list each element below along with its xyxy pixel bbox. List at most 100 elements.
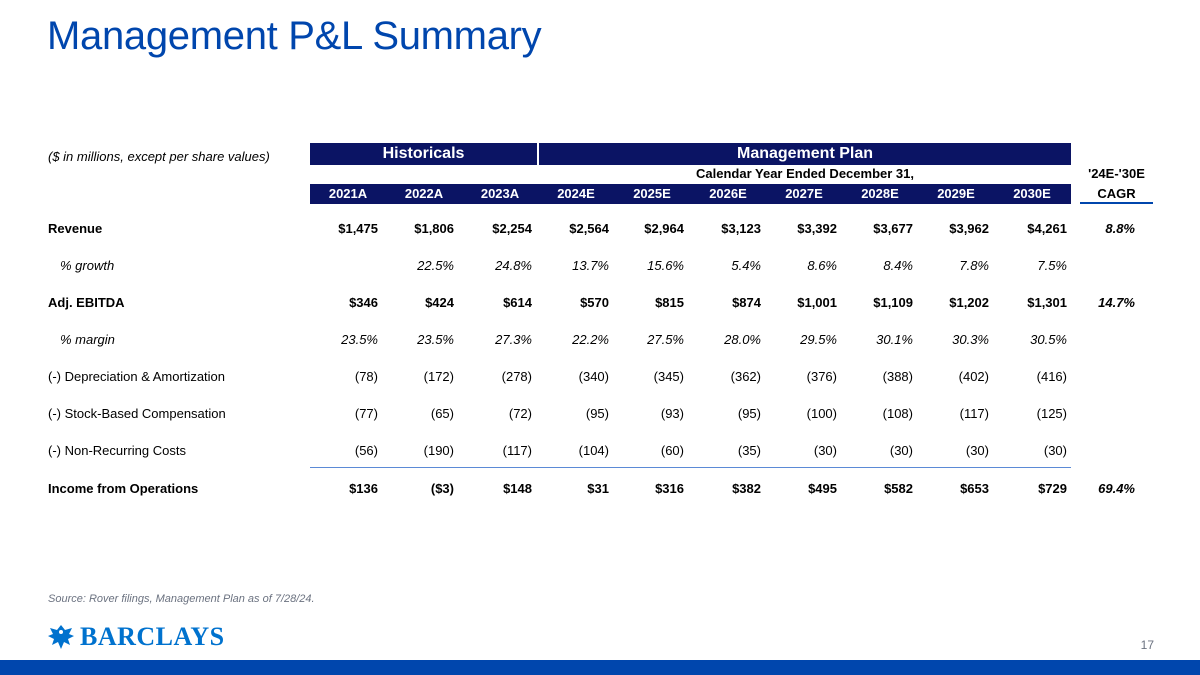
table-cell: $1,806 — [414, 221, 454, 236]
table-cell: (125) — [1036, 406, 1067, 421]
table-cell: 29.5% — [800, 332, 837, 347]
table-cell: 8.6% — [807, 258, 837, 273]
table-cell: (56) — [354, 443, 378, 458]
table-cell: $3,677 — [873, 221, 913, 236]
table-cell: 30.1% — [876, 332, 913, 347]
year-header: 2029E — [937, 186, 975, 201]
cagr-period-header: '24E-'30E — [1088, 166, 1145, 181]
table-cell: (278) — [501, 369, 532, 384]
table-cell: 24.8% — [495, 258, 532, 273]
total-divider — [310, 467, 1071, 468]
table-cell: 27.3% — [495, 332, 532, 347]
table-cell: $582 — [884, 481, 913, 496]
table-cell: (30) — [813, 443, 837, 458]
table-cell: (78) — [354, 369, 378, 384]
table-cell: $1,475 — [338, 221, 378, 236]
calendar-year-header: Calendar Year Ended December 31, — [696, 166, 914, 181]
table-cell: 28.0% — [724, 332, 761, 347]
table-cell: 30.3% — [952, 332, 989, 347]
table-cell: (30) — [889, 443, 913, 458]
table-cell: (30) — [965, 443, 989, 458]
table-cell: $148 — [503, 481, 532, 496]
row-label: Income from Operations — [48, 481, 199, 496]
table-cell: (30) — [1043, 443, 1067, 458]
table-cell: (388) — [882, 369, 913, 384]
table-cell: 22.2% — [572, 332, 609, 347]
table-cell: 23.5% — [417, 332, 454, 347]
row-label: (-) Depreciation & Amortization — [48, 369, 226, 384]
footer-bar — [0, 660, 1200, 675]
year-header: 2022A — [404, 186, 444, 201]
table-cell: (93) — [660, 406, 684, 421]
row-label: % growth — [60, 258, 115, 273]
table-row: Revenue $1,475 $1,806 $2,254 $2,564 $2,964 $3,… — [0, 219, 1200, 239]
page-number: 17 — [1140, 638, 1154, 652]
table-cell: 27.5% — [647, 332, 684, 347]
table-cell: (65) — [430, 406, 454, 421]
cagr-header: CAGR — [1080, 184, 1153, 204]
table-cell: $1,202 — [949, 295, 989, 310]
table-cell: $495 — [808, 481, 837, 496]
table-row: % margin 23.5% 23.5% 27.3% 22.2% 27.5% 28.0% 29… — [0, 330, 1200, 350]
table-cell: (77) — [354, 406, 378, 421]
table-cell: 22.5% — [417, 258, 454, 273]
table-cell: (190) — [423, 443, 454, 458]
table-cell: $3,392 — [797, 221, 837, 236]
table-cell: $2,964 — [644, 221, 684, 236]
year-header: 2025E — [633, 186, 671, 201]
table-cell: $4,261 — [1027, 221, 1067, 236]
table-cell: (416) — [1036, 369, 1067, 384]
table-cell: (402) — [958, 369, 989, 384]
cagr-cell: 14.7% — [1098, 295, 1135, 310]
units-note: ($ in millions, except per share values) — [48, 149, 270, 164]
table-cell: $570 — [580, 295, 609, 310]
table-cell: (362) — [730, 369, 761, 384]
cagr-cell: 69.4% — [1098, 481, 1135, 496]
year-header: 2030E — [1013, 186, 1051, 201]
year-header: 2023A — [480, 186, 520, 201]
table-cell: 8.4% — [883, 258, 913, 273]
table-cell: (100) — [806, 406, 837, 421]
table-cell: $815 — [655, 295, 684, 310]
table-cell: (117) — [959, 406, 989, 421]
row-label: (-) Non-Recurring Costs — [48, 443, 186, 458]
table-cell: $31 — [587, 481, 609, 496]
table-cell: $653 — [960, 481, 989, 496]
table-cell: $382 — [732, 481, 761, 496]
table-cell: (172) — [423, 369, 454, 384]
table-cell: 15.6% — [647, 258, 684, 273]
page-title: Management P&L Summary — [47, 14, 542, 58]
source-note: Source: Rover filings, Management Plan a… — [48, 593, 315, 605]
table-cell: (345) — [653, 369, 684, 384]
table-cell: (60) — [660, 443, 684, 458]
table-row: % growth 22.5% 24.8% 13.7% 15.6% 5.4% 8.6% 8.4%… — [0, 256, 1200, 276]
table-cell: (340) — [578, 369, 609, 384]
table-cell: (35) — [737, 443, 761, 458]
table-cell: (104) — [578, 443, 609, 458]
table-cell: $1,109 — [873, 295, 913, 310]
table-cell: $3,123 — [721, 221, 761, 236]
table-cell: $729 — [1038, 481, 1067, 496]
table-cell: ($3) — [430, 481, 454, 496]
management-plan-header: Management Plan — [539, 143, 1071, 165]
table-row: (-) Depreciation & Amortization (78) (172)… — [0, 367, 1200, 387]
year-header: 2024E — [557, 186, 595, 201]
table-cell: $3,962 — [949, 221, 989, 236]
table-row: Adj. EBITDA $346 $424 $614 $570 $815 $874 $1,00… — [0, 293, 1200, 313]
table-cell: (72) — [508, 406, 532, 421]
year-header-row: 2021A 2022A 2023A 2024E 2025E 2026E 2027… — [310, 184, 1071, 204]
historicals-header: Historicals — [310, 143, 537, 165]
table-cell: $874 — [732, 295, 761, 310]
table-cell: (95) — [737, 406, 761, 421]
table-cell: (376) — [806, 369, 837, 384]
cagr-cell: 8.8% — [1105, 221, 1135, 236]
table-cell: $346 — [349, 295, 378, 310]
table-cell: (117) — [502, 443, 532, 458]
table-cell: (108) — [882, 406, 913, 421]
table-cell: (95) — [585, 406, 609, 421]
table-row: Income from Operations $136 ($3) $148 $31 $31… — [0, 479, 1200, 499]
table-cell: $614 — [503, 295, 532, 310]
table-row: (-) Non-Recurring Costs (56) (190) (117) (10… — [0, 441, 1200, 461]
table-cell: 13.7% — [572, 258, 609, 273]
table-cell: $1,301 — [1027, 295, 1067, 310]
